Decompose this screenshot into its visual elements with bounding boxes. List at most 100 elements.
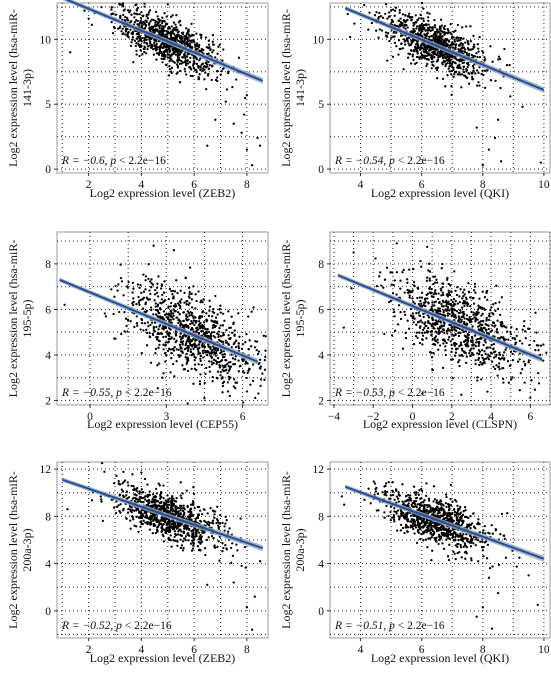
data-point bbox=[197, 343, 201, 346]
data-point bbox=[481, 362, 484, 365]
data-point bbox=[188, 61, 192, 64]
data-point bbox=[419, 48, 422, 51]
data-point bbox=[446, 305, 450, 309]
data-point bbox=[251, 628, 254, 631]
data-point bbox=[141, 36, 144, 40]
data-point bbox=[419, 52, 423, 55]
data-point bbox=[392, 31, 395, 34]
data-point bbox=[485, 290, 488, 293]
data-point bbox=[492, 347, 495, 350]
data-point bbox=[448, 543, 451, 546]
data-point bbox=[155, 325, 158, 329]
data-point bbox=[433, 301, 436, 304]
data-point bbox=[438, 30, 441, 33]
data-point bbox=[434, 319, 438, 322]
data-point bbox=[123, 311, 126, 314]
data-point bbox=[197, 66, 200, 69]
data-point bbox=[241, 343, 245, 346]
data-point bbox=[462, 68, 465, 71]
data-point bbox=[451, 300, 454, 304]
data-point bbox=[411, 297, 414, 300]
data-point bbox=[216, 79, 219, 83]
data-point bbox=[427, 23, 430, 26]
data-point bbox=[444, 64, 447, 68]
data-point bbox=[511, 376, 514, 379]
data-point bbox=[160, 50, 163, 54]
data-point bbox=[158, 311, 161, 315]
x-tick-label: 4 bbox=[139, 179, 145, 191]
data-point bbox=[152, 244, 155, 247]
data-point bbox=[251, 164, 254, 167]
data-point bbox=[180, 62, 183, 65]
data-point bbox=[197, 531, 201, 534]
data-point bbox=[183, 525, 186, 528]
data-point bbox=[432, 275, 435, 278]
data-point bbox=[140, 40, 143, 43]
data-point bbox=[169, 30, 173, 33]
data-point bbox=[137, 40, 140, 43]
data-point bbox=[219, 324, 222, 327]
data-point bbox=[114, 337, 117, 340]
data-point bbox=[243, 113, 246, 116]
annotation-r: R = −0.55, bbox=[61, 387, 116, 399]
data-point bbox=[156, 303, 160, 306]
data-point bbox=[435, 28, 439, 31]
data-point bbox=[166, 494, 169, 497]
data-point bbox=[451, 337, 454, 341]
data-point bbox=[191, 502, 195, 505]
data-point bbox=[177, 533, 180, 536]
data-point bbox=[373, 14, 377, 17]
data-point bbox=[127, 280, 130, 284]
data-point bbox=[162, 534, 165, 538]
data-point bbox=[467, 63, 470, 67]
data-point bbox=[152, 329, 156, 332]
data-point bbox=[403, 43, 407, 46]
x-axis-title: Log2 expression level (ZEB2) bbox=[90, 186, 236, 200]
data-point bbox=[452, 297, 456, 301]
data-point bbox=[124, 15, 127, 19]
data-point bbox=[156, 314, 159, 318]
data-point bbox=[177, 318, 180, 322]
data-point bbox=[203, 519, 206, 523]
data-point bbox=[198, 43, 201, 47]
data-point bbox=[473, 285, 477, 288]
data-point bbox=[545, 351, 548, 354]
data-point bbox=[140, 471, 143, 474]
data-point bbox=[257, 350, 261, 353]
data-point bbox=[195, 534, 198, 538]
data-point bbox=[395, 45, 398, 48]
data-point bbox=[492, 303, 495, 306]
data-point bbox=[472, 289, 476, 292]
data-point bbox=[69, 51, 72, 54]
data-point bbox=[471, 64, 475, 68]
data-point bbox=[504, 348, 507, 351]
data-point bbox=[429, 29, 432, 33]
data-point bbox=[462, 74, 466, 77]
data-point bbox=[160, 21, 164, 25]
data-point bbox=[135, 42, 138, 45]
data-point bbox=[152, 326, 155, 330]
data-point bbox=[124, 33, 127, 36]
data-point bbox=[484, 341, 487, 344]
data-point bbox=[194, 528, 198, 532]
data-point bbox=[217, 338, 221, 342]
data-point bbox=[529, 396, 532, 399]
data-point bbox=[142, 519, 145, 522]
data-point bbox=[172, 504, 176, 507]
data-point bbox=[170, 356, 173, 360]
data-point bbox=[487, 318, 491, 322]
data-point bbox=[412, 280, 416, 284]
data-point bbox=[465, 361, 468, 365]
data-point bbox=[468, 352, 471, 355]
data-point bbox=[101, 519, 105, 523]
data-point bbox=[175, 13, 178, 17]
data-point bbox=[444, 345, 447, 348]
data-point bbox=[164, 335, 168, 338]
data-point bbox=[175, 360, 178, 363]
data-point bbox=[152, 53, 156, 56]
data-point bbox=[194, 316, 197, 319]
data-point bbox=[468, 291, 471, 294]
data-point bbox=[446, 53, 449, 56]
data-point bbox=[423, 50, 426, 54]
data-point bbox=[498, 351, 501, 354]
